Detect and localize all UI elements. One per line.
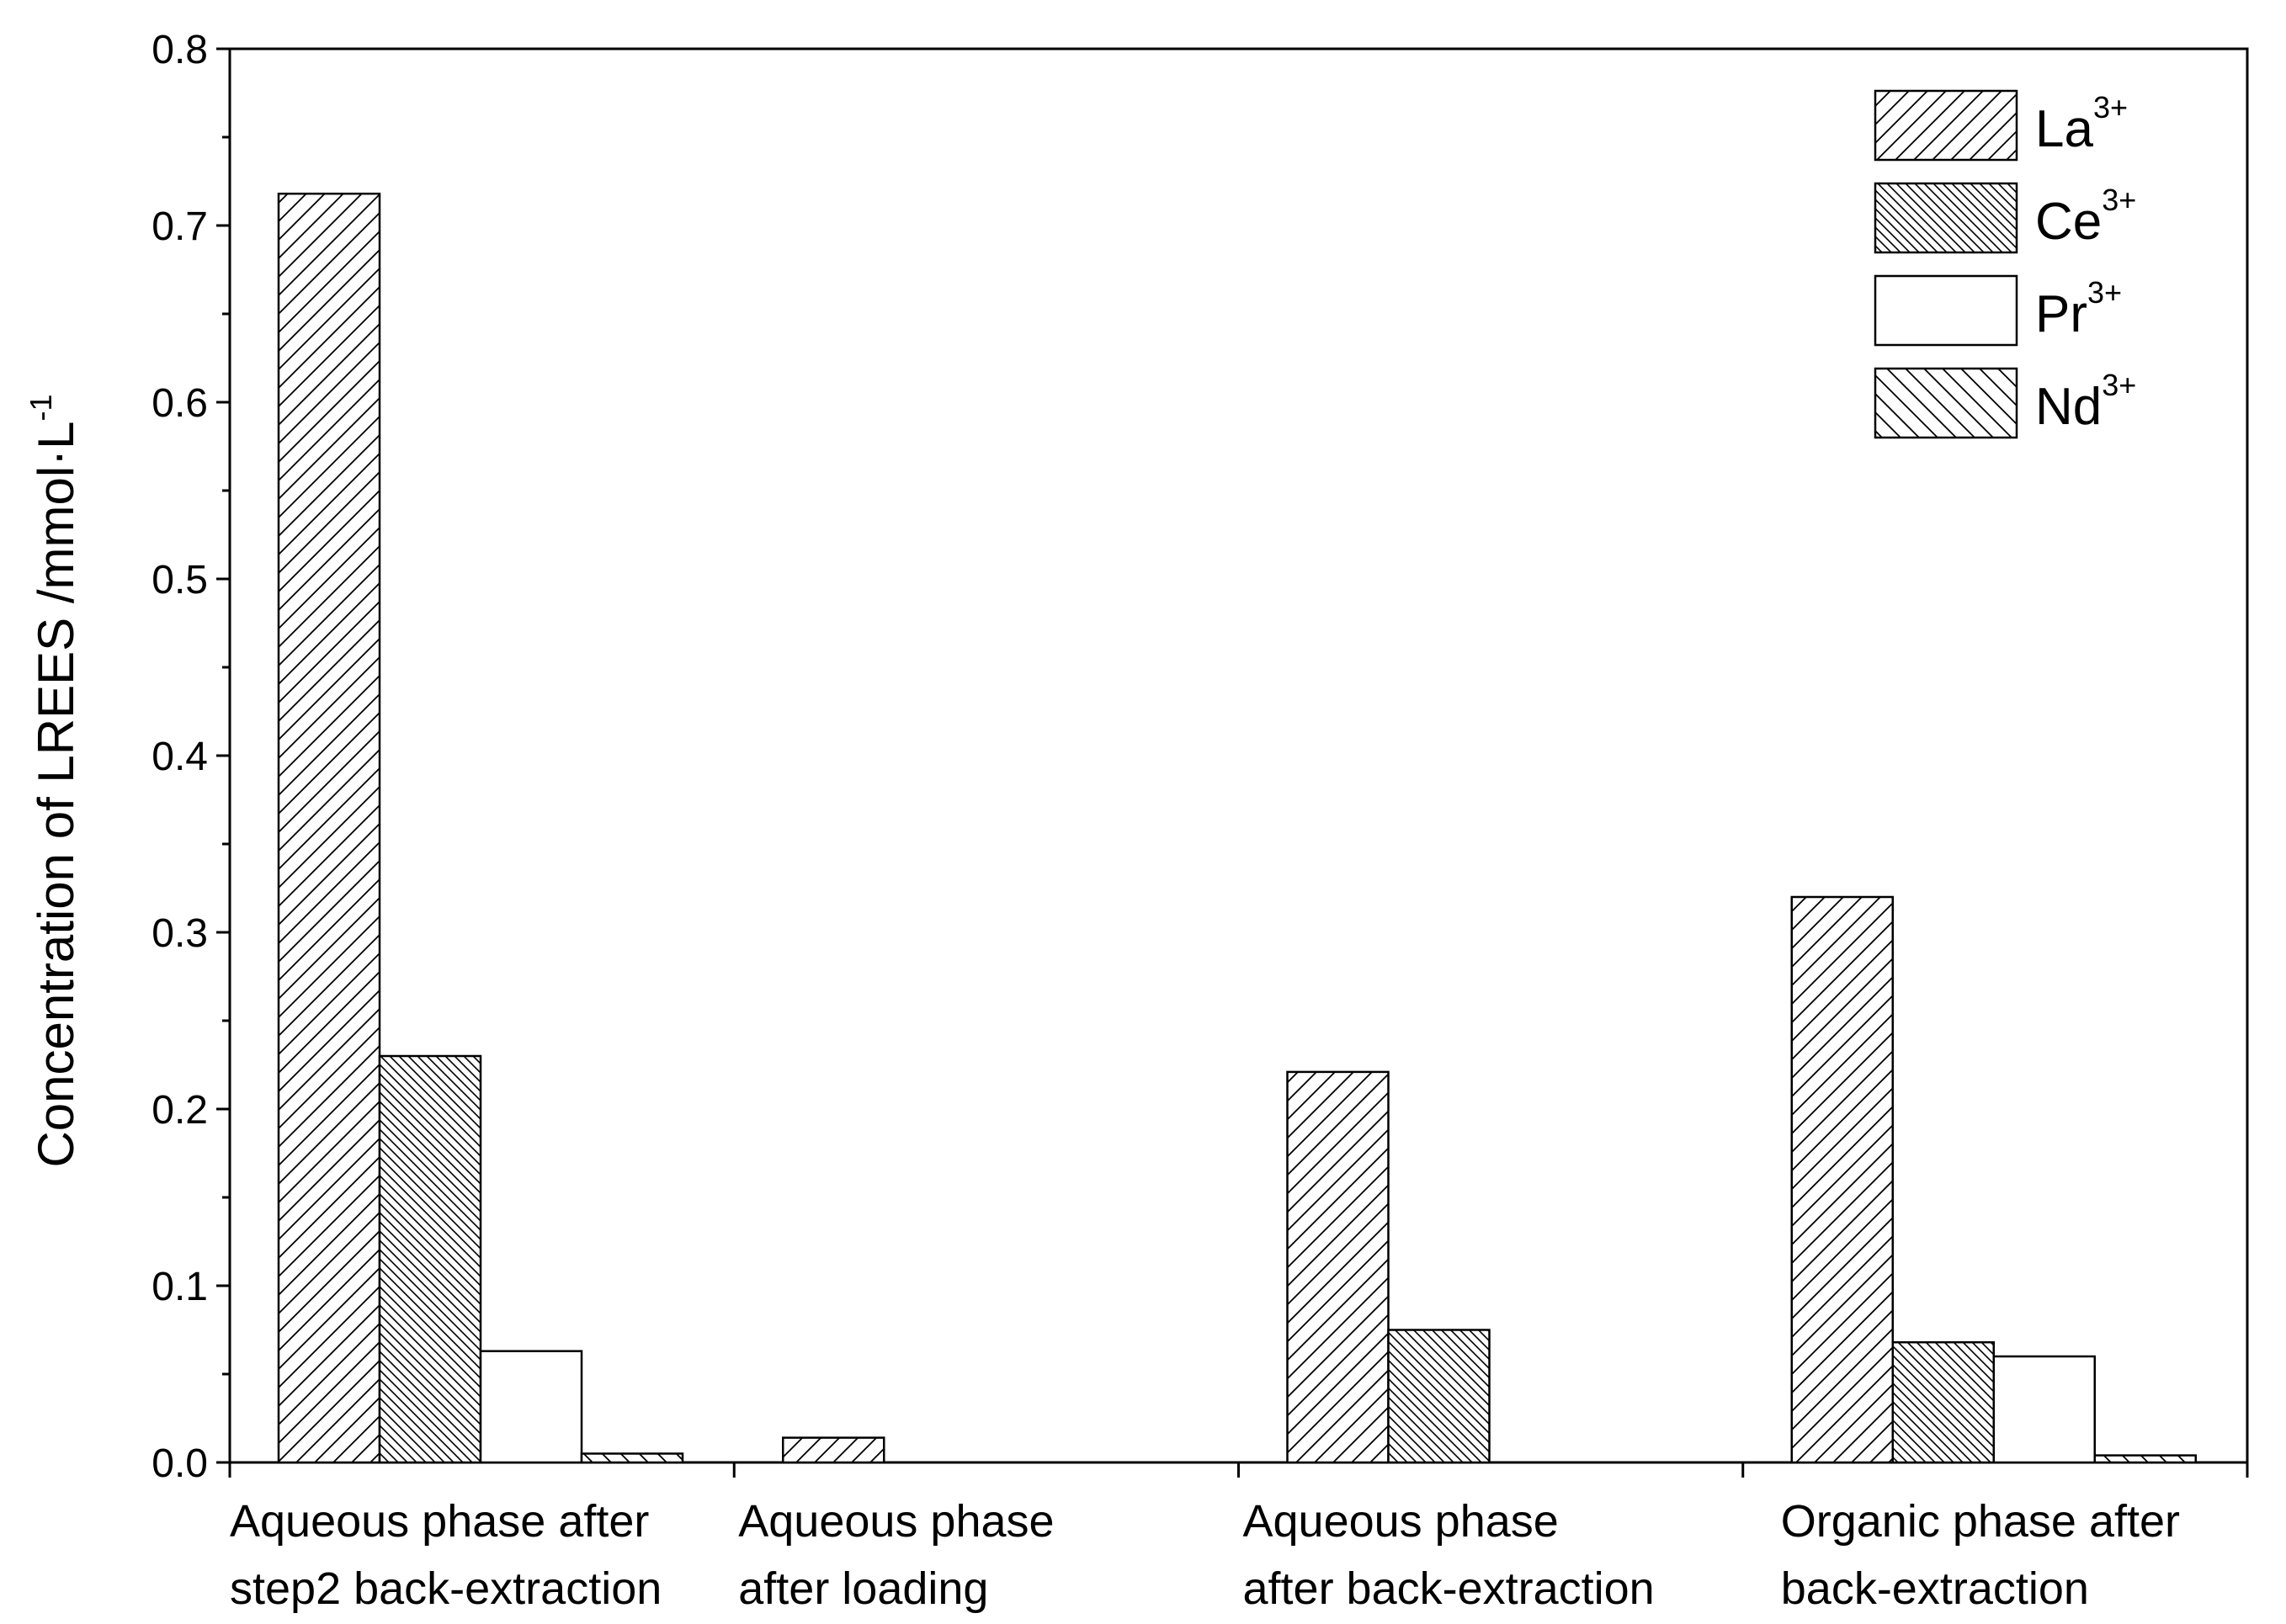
y-tick-label: 0.7 — [152, 204, 208, 249]
legend-label-nd: Nd3+ — [2035, 368, 2136, 436]
y-tick-label: 0.8 — [152, 28, 208, 72]
y-axis-label: Concentration of LREES /mmol·L-1 — [24, 394, 84, 1167]
legend-swatch-pr — [1874, 274, 2018, 347]
x-category-label: Aqueous phase — [738, 1496, 1054, 1547]
x-category-label: after loading — [738, 1563, 988, 1614]
bar-pr-1 — [479, 1350, 583, 1464]
bar-ce-4 — [1891, 1340, 1995, 1464]
plot-frame — [228, 47, 2249, 1464]
legend-label-ce: Ce3+ — [2035, 183, 2136, 251]
x-category-label: Aqueous phase — [1243, 1496, 1559, 1547]
bar-la-1 — [277, 192, 381, 1464]
x-category-label: step2 back-extraction — [230, 1563, 662, 1614]
x-category-label: Aqueous phase after — [230, 1496, 649, 1547]
y-tick-label: 0.1 — [152, 1265, 208, 1309]
bar-ce-1 — [378, 1054, 482, 1464]
bar-pr-4 — [1992, 1355, 2096, 1464]
x-category-label: after back-extraction — [1243, 1563, 1655, 1614]
y-tick-label: 0.3 — [152, 911, 208, 956]
x-category-label: Organic phase after — [1781, 1496, 2180, 1547]
legend-label-pr: Pr3+ — [2035, 275, 2122, 343]
legend-swatch-nd — [1874, 367, 2018, 439]
x-category-label: back-extraction — [1781, 1563, 2089, 1614]
bar-la-3 — [1286, 1070, 1390, 1464]
bar-nd-4 — [2093, 1454, 2197, 1464]
y-tick-label: 0.0 — [152, 1441, 208, 1486]
y-tick-label: 0.4 — [152, 735, 208, 779]
y-tick-label: 0.6 — [152, 381, 208, 426]
legend-swatch-la — [1874, 89, 2018, 162]
legend-swatch-ce — [1874, 182, 2018, 254]
bar-la-4 — [1790, 895, 1894, 1464]
bar-la-2 — [782, 1436, 885, 1464]
y-tick-label: 0.2 — [152, 1088, 208, 1133]
y-tick-label: 0.5 — [152, 558, 208, 602]
bar-nd-1 — [580, 1452, 684, 1464]
legend-label-la: La3+ — [2035, 90, 2128, 158]
bar-ce-3 — [1387, 1329, 1491, 1464]
